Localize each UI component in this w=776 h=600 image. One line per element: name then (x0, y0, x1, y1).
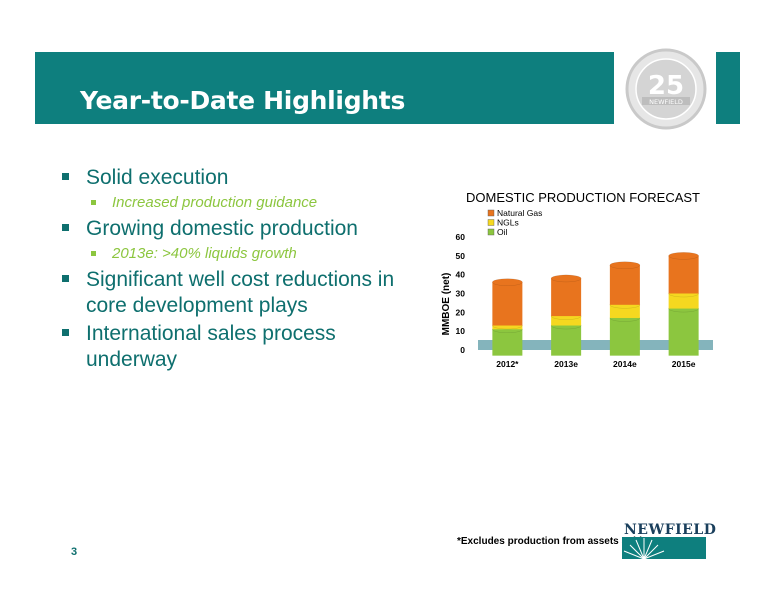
seal-text: NEWFIELD (649, 98, 683, 106)
y-tick-label: 60 (456, 232, 466, 242)
bar-segment-cap (550, 274, 582, 283)
slide-title: Year-to-Date Highlights (80, 86, 406, 115)
y-tick-label: 50 (456, 251, 466, 261)
y-tick-label: 10 (456, 326, 466, 336)
bar-segment (551, 325, 582, 356)
sub-bullet-item: 2013e: >40% liquids growth (60, 244, 420, 264)
bar-segment (668, 308, 699, 356)
bullet-item: Solid execution (60, 165, 420, 191)
footnote: *Excludes production from assets sold (457, 536, 643, 547)
legend-swatch (487, 228, 495, 236)
bullet-item: Significant well cost reductions in core… (60, 267, 420, 319)
chart-floor (478, 340, 713, 350)
y-axis-label: MMBOE (net) (441, 273, 452, 336)
legend-label: Natural Gas (497, 208, 542, 218)
newfield-logo-text: NEWFIELD (624, 522, 717, 538)
bar-segment (609, 265, 640, 305)
bar-segment-cap (668, 252, 699, 260)
x-tick-label: 2013e (554, 359, 578, 369)
bar-segment (609, 304, 640, 318)
bar-segment-cap (609, 261, 641, 269)
x-tick-label: 2014e (613, 359, 637, 369)
page-number: 3 (71, 546, 78, 558)
y-tick-label: 0 (460, 345, 465, 355)
production-chart: DOMESTIC PRODUCTION FORECAST MMBOE (net)… (438, 186, 728, 376)
bullet-item: International sales process underway (60, 321, 420, 373)
legend-label: NGLs (497, 218, 519, 228)
legend-label: Oil (497, 227, 508, 237)
x-tick-label: 2012* (496, 359, 519, 369)
newfield-logo-sunburst-icon (622, 537, 706, 559)
bar-segment (551, 278, 582, 317)
bar-segment (668, 293, 699, 309)
bar-segment-cap (492, 278, 523, 286)
bar-segment (551, 316, 582, 326)
y-tick-label: 30 (456, 289, 466, 299)
sub-bullet-item: Increased production guidance (60, 193, 420, 213)
legend-swatch (487, 219, 495, 226)
chart-title: DOMESTIC PRODUCTION FORECAST (466, 190, 700, 205)
anniversary-seal: 25 NEWFIELD (614, 44, 716, 134)
chart-svg: DOMESTIC PRODUCTION FORECAST MMBOE (net)… (441, 190, 713, 369)
y-tick-label: 20 (456, 307, 466, 317)
x-tick-label: 2015e (672, 359, 696, 369)
legend-swatch (487, 209, 495, 217)
bar-segment (668, 255, 699, 294)
y-tick-label: 40 (456, 270, 466, 280)
bullet-item: Growing domestic production (60, 216, 420, 242)
bar-segment (609, 317, 640, 356)
seal-number: 25 (648, 71, 684, 101)
bar-segment (492, 329, 523, 356)
bullet-list: Solid execution Increased production gui… (60, 165, 420, 375)
bar-segment (492, 282, 523, 326)
